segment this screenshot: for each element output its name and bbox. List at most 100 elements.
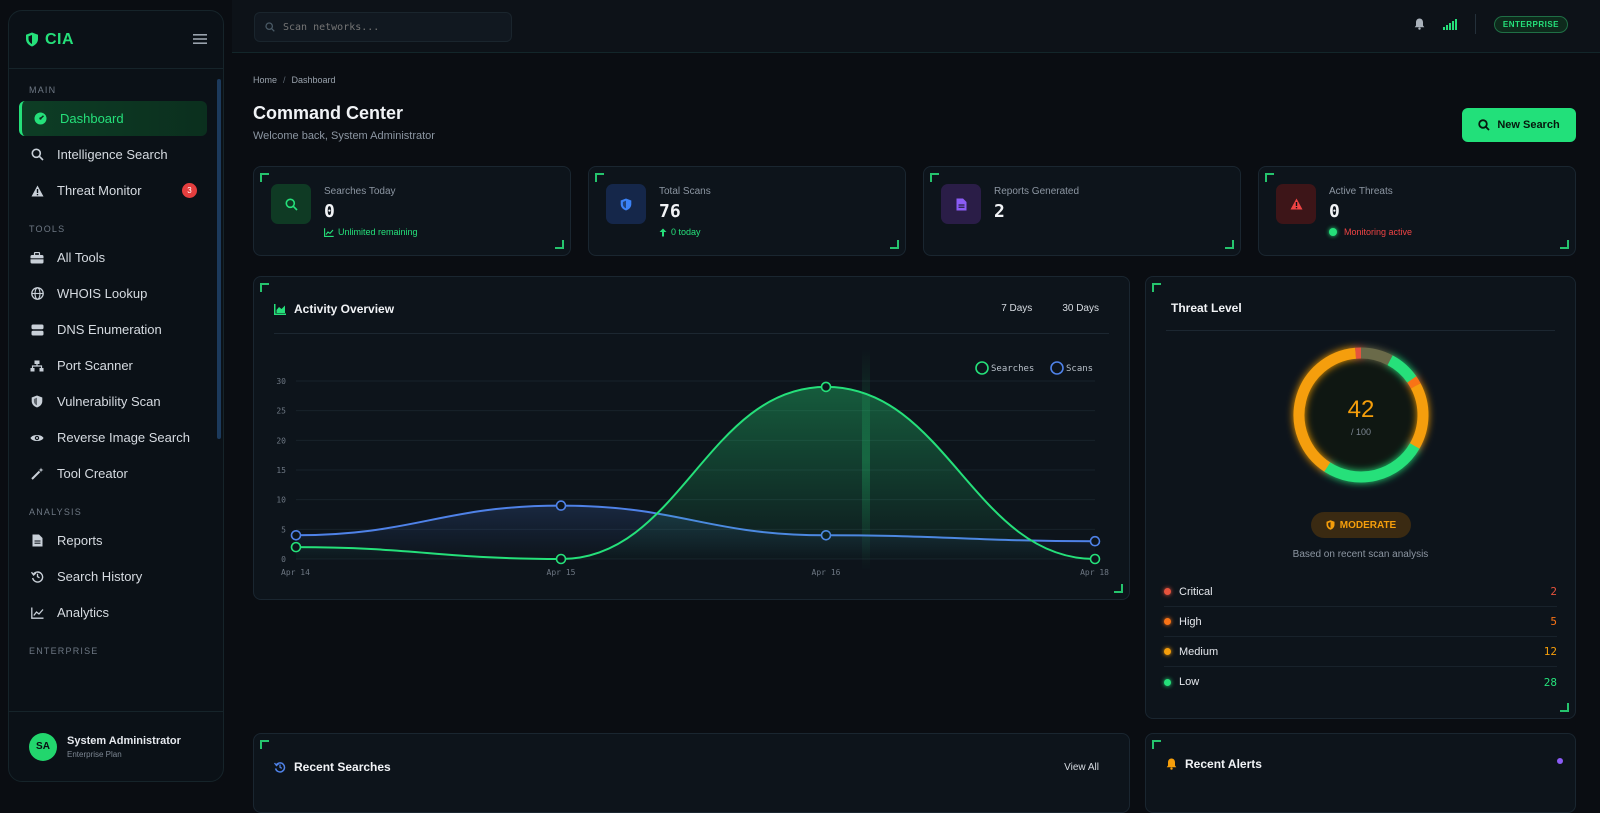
divider bbox=[1166, 330, 1555, 331]
stat-note-text: 0 today bbox=[671, 227, 701, 237]
sidebar-item-vulnerability-scan[interactable]: Vulnerability Scan bbox=[19, 384, 207, 419]
threat-title: Threat Level bbox=[1171, 301, 1242, 315]
file-icon bbox=[29, 533, 45, 549]
new-search-label: New Search bbox=[1497, 119, 1559, 131]
severity-dot bbox=[1164, 648, 1171, 655]
recent-searches-title-text: Recent Searches bbox=[294, 760, 391, 774]
recent-searches-card: Recent Searches View All bbox=[253, 733, 1130, 813]
stat-note: Unlimited remaining bbox=[324, 227, 418, 237]
shield-icon bbox=[606, 184, 646, 224]
sidebar-item-whois-lookup[interactable]: WHOIS Lookup bbox=[19, 276, 207, 311]
sidebar-item-port-scanner[interactable]: Port Scanner bbox=[19, 348, 207, 383]
data-point-searches bbox=[822, 382, 831, 391]
bell-icon[interactable] bbox=[1414, 18, 1425, 30]
menu-toggle-icon[interactable] bbox=[193, 29, 207, 50]
shield-icon bbox=[1326, 520, 1335, 530]
breadcrumb: Home/Dashboard bbox=[253, 75, 336, 85]
status-dot bbox=[1329, 228, 1337, 236]
corner-accent bbox=[930, 173, 939, 182]
sidebar-item-intelligence-search[interactable]: Intelligence Search bbox=[19, 137, 207, 172]
stat-label: Searches Today bbox=[324, 186, 396, 197]
sidebar-item-dns-enumeration[interactable]: DNS Enumeration bbox=[19, 312, 207, 347]
y-tick-label: 20 bbox=[276, 436, 286, 445]
corner-accent bbox=[890, 240, 899, 249]
stat-card: Total Scans 76 0 today bbox=[588, 166, 906, 256]
signal-icon[interactable] bbox=[1443, 19, 1457, 30]
x-tick-label: Apr 15 bbox=[547, 568, 576, 577]
file-icon bbox=[941, 184, 981, 224]
history-icon bbox=[274, 761, 286, 773]
sidebar-item-threat-monitor[interactable]: Threat Monitor 3 bbox=[19, 173, 207, 208]
app-logo[interactable]: CIA bbox=[25, 31, 74, 49]
chart-line-icon bbox=[324, 228, 334, 237]
breadcrumb-separator: / bbox=[283, 75, 286, 85]
eye-icon bbox=[29, 430, 45, 446]
severity-dot bbox=[1164, 679, 1171, 686]
y-tick-label: 15 bbox=[276, 466, 286, 475]
sidebar-item-label: Dashboard bbox=[60, 111, 124, 126]
y-tick-label: 25 bbox=[276, 407, 286, 416]
legend-marker bbox=[976, 362, 988, 374]
user-profile[interactable]: SA System Administrator Enterprise Plan bbox=[9, 711, 223, 781]
stat-card: Reports Generated 2 bbox=[923, 166, 1241, 256]
toolbox-icon bbox=[29, 250, 45, 266]
sidebar-item-all-tools[interactable]: All Tools bbox=[19, 240, 207, 275]
search-icon bbox=[1478, 119, 1490, 131]
corner-accent bbox=[1152, 740, 1161, 749]
wand-icon bbox=[29, 466, 45, 482]
page-title: Command Center bbox=[253, 103, 403, 124]
history-icon bbox=[29, 569, 45, 585]
threat-row-label: Medium bbox=[1164, 646, 1218, 658]
notification-badge: 3 bbox=[182, 183, 197, 198]
threat-row-count: 2 bbox=[1550, 585, 1557, 598]
y-tick-label: 30 bbox=[276, 377, 286, 386]
threat-row-label: High bbox=[1164, 616, 1202, 628]
threat-row-label-text: Low bbox=[1179, 676, 1199, 688]
shield-icon bbox=[29, 394, 45, 410]
data-point-searches bbox=[292, 543, 301, 552]
search-input[interactable] bbox=[283, 22, 483, 33]
stat-label: Total Scans bbox=[659, 186, 711, 197]
sidebar-item-analytics[interactable]: Analytics bbox=[19, 595, 207, 630]
data-point-searches bbox=[557, 555, 566, 564]
sidebar-scrollbar[interactable] bbox=[217, 79, 221, 439]
stat-value: 0 bbox=[1329, 201, 1340, 222]
x-tick-label: Apr 14 bbox=[281, 568, 310, 577]
stat-note: 0 today bbox=[659, 227, 701, 237]
view-all-link[interactable]: View All bbox=[1064, 762, 1099, 773]
alert-indicator-dot bbox=[1557, 758, 1563, 764]
sidebar-item-label: All Tools bbox=[57, 250, 105, 265]
new-search-button[interactable]: New Search bbox=[1462, 108, 1576, 142]
y-tick-label: 10 bbox=[276, 496, 286, 505]
shield-logo-icon bbox=[25, 32, 39, 47]
breadcrumb-home[interactable]: Home bbox=[253, 75, 277, 85]
threat-row-low: Low 28 bbox=[1164, 667, 1557, 697]
corner-accent bbox=[595, 173, 604, 182]
page-subtitle: Welcome back, System Administrator bbox=[253, 130, 435, 142]
x-tick-label: Apr 18 bbox=[1080, 568, 1109, 577]
gauge-high-segment bbox=[1412, 379, 1416, 385]
search-box[interactable] bbox=[254, 12, 512, 42]
sidebar-item-dashboard[interactable]: Dashboard bbox=[19, 101, 207, 136]
threat-row-count: 28 bbox=[1544, 676, 1557, 689]
corner-accent bbox=[1265, 173, 1274, 182]
corner-accent bbox=[260, 173, 269, 182]
nav-section-title: TOOLS bbox=[9, 224, 217, 234]
search-icon bbox=[265, 22, 275, 32]
threat-caption: Based on recent scan analysis bbox=[1146, 549, 1575, 560]
corner-accent bbox=[1225, 240, 1234, 249]
network-icon bbox=[29, 358, 45, 374]
plan-badge: ENTERPRISE bbox=[1494, 16, 1568, 33]
stat-value: 76 bbox=[659, 201, 681, 222]
sidebar-item-search-history[interactable]: Search History bbox=[19, 559, 207, 594]
sidebar-item-label: Threat Monitor bbox=[57, 183, 142, 198]
sidebar-item-tool-creator[interactable]: Tool Creator bbox=[19, 456, 207, 491]
avatar: SA bbox=[29, 733, 57, 761]
sidebar-item-reverse-image-search[interactable]: Reverse Image Search bbox=[19, 420, 207, 455]
sidebar-item-reports[interactable]: Reports bbox=[19, 523, 207, 558]
